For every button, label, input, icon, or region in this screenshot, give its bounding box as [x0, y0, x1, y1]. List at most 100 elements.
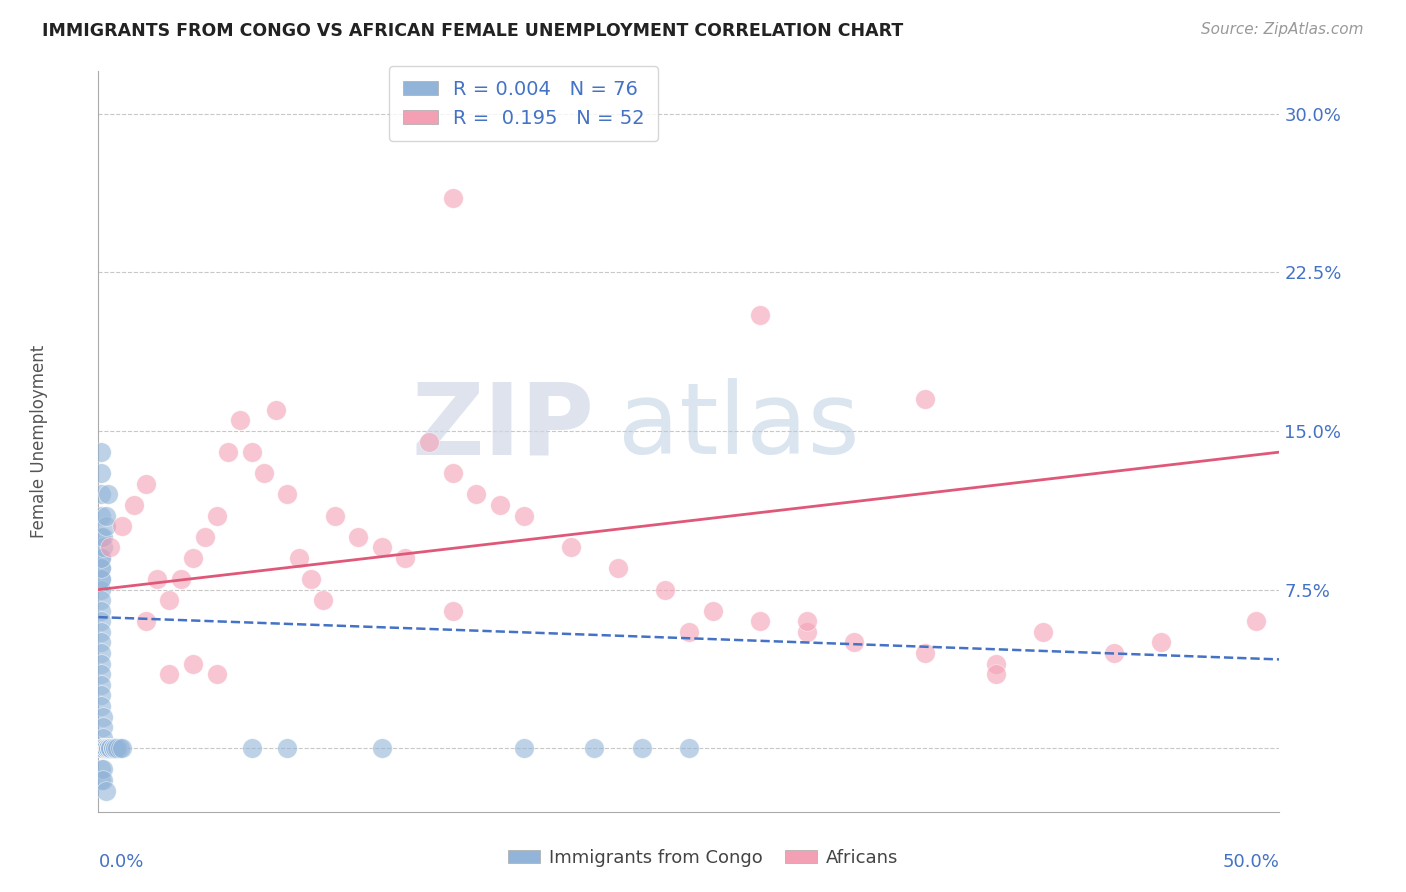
- Text: IMMIGRANTS FROM CONGO VS AFRICAN FEMALE UNEMPLOYMENT CORRELATION CHART: IMMIGRANTS FROM CONGO VS AFRICAN FEMALE …: [42, 22, 904, 40]
- Point: [94, 741, 117, 756]
- Point: [1244, 615, 1267, 629]
- Point: [91, 720, 114, 734]
- Point: [205, 667, 228, 681]
- Point: [276, 487, 298, 501]
- Point: [90, 646, 112, 660]
- Point: [678, 624, 700, 639]
- Text: Source: ZipAtlas.com: Source: ZipAtlas.com: [1201, 22, 1364, 37]
- Point: [90, 763, 112, 777]
- Point: [914, 392, 936, 407]
- Point: [678, 741, 700, 756]
- Point: [299, 572, 322, 586]
- Point: [91, 741, 114, 756]
- Text: ZIP: ZIP: [412, 378, 595, 475]
- Point: [97, 741, 120, 756]
- Point: [654, 582, 676, 597]
- Point: [91, 530, 114, 544]
- Point: [984, 667, 1007, 681]
- Point: [94, 741, 117, 756]
- Point: [90, 550, 112, 565]
- Point: [94, 519, 117, 533]
- Point: [90, 593, 112, 607]
- Point: [90, 678, 112, 692]
- Point: [101, 741, 124, 756]
- Point: [288, 550, 311, 565]
- Point: [181, 657, 204, 671]
- Point: [90, 530, 112, 544]
- Point: [347, 530, 370, 544]
- Point: [323, 508, 346, 523]
- Point: [94, 741, 117, 756]
- Point: [583, 741, 606, 756]
- Point: [170, 572, 193, 586]
- Point: [91, 741, 114, 756]
- Point: [240, 445, 263, 459]
- Point: [91, 709, 114, 723]
- Point: [844, 635, 866, 649]
- Point: [91, 741, 114, 756]
- Point: [90, 487, 112, 501]
- Point: [98, 741, 121, 756]
- Point: [90, 561, 112, 575]
- Point: [90, 572, 112, 586]
- Point: [91, 741, 114, 756]
- Point: [205, 508, 228, 523]
- Point: [111, 741, 134, 756]
- Point: [94, 741, 117, 756]
- Point: [157, 667, 180, 681]
- Point: [1150, 635, 1173, 649]
- Point: [984, 657, 1007, 671]
- Point: [371, 541, 394, 555]
- Point: [97, 741, 120, 756]
- Point: [94, 741, 117, 756]
- Point: [91, 763, 114, 777]
- Legend: R = 0.004   N = 76, R =  0.195   N = 52: R = 0.004 N = 76, R = 0.195 N = 52: [389, 66, 658, 141]
- Point: [194, 530, 217, 544]
- Point: [90, 508, 112, 523]
- Point: [146, 572, 169, 586]
- Point: [796, 615, 818, 629]
- Point: [312, 593, 335, 607]
- Point: [105, 741, 128, 756]
- Point: [441, 191, 464, 205]
- Point: [229, 413, 252, 427]
- Point: [98, 741, 121, 756]
- Point: [1102, 646, 1125, 660]
- Point: [418, 434, 440, 449]
- Point: [91, 541, 114, 555]
- Point: [90, 445, 112, 459]
- Point: [90, 582, 112, 597]
- Point: [441, 467, 464, 481]
- Point: [90, 772, 112, 787]
- Point: [240, 741, 263, 756]
- Point: [135, 476, 157, 491]
- Point: [111, 519, 134, 533]
- Point: [104, 741, 127, 756]
- Point: [90, 624, 112, 639]
- Point: [512, 741, 534, 756]
- Point: [90, 635, 112, 649]
- Point: [97, 741, 120, 756]
- Point: [91, 741, 114, 756]
- Point: [394, 550, 416, 565]
- Point: [94, 741, 117, 756]
- Point: [91, 741, 114, 756]
- Text: 0.0%: 0.0%: [98, 854, 143, 871]
- Point: [90, 657, 112, 671]
- Point: [98, 541, 121, 555]
- Text: Female Unemployment: Female Unemployment: [31, 345, 48, 538]
- Point: [264, 402, 287, 417]
- Point: [91, 731, 114, 745]
- Point: [94, 783, 117, 797]
- Point: [441, 604, 464, 618]
- Point: [90, 572, 112, 586]
- Point: [217, 445, 239, 459]
- Point: [97, 487, 120, 501]
- Point: [94, 508, 117, 523]
- Point: [90, 604, 112, 618]
- Point: [91, 772, 114, 787]
- Point: [101, 741, 124, 756]
- Point: [91, 741, 114, 756]
- Point: [104, 741, 127, 756]
- Point: [1032, 624, 1054, 639]
